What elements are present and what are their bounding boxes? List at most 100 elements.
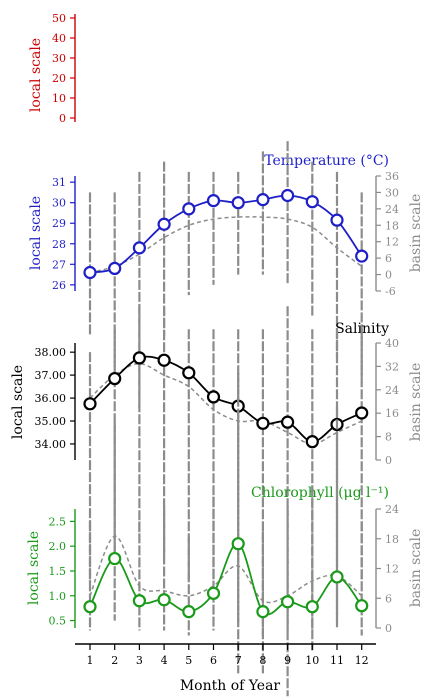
basin-tick-label: 0 (385, 622, 392, 635)
y-tick-label: 10 (52, 92, 66, 105)
x-tick-label: 8 (259, 654, 266, 667)
basin-tick-label: 24 (385, 384, 399, 397)
x-tick-label: 7 (235, 654, 242, 667)
data-point (231, 537, 245, 551)
basin-tick-label: 30 (385, 186, 399, 199)
x-axis-title: Month of Year (180, 678, 281, 694)
y-tick-label: 30 (52, 52, 66, 65)
basin-tick-label: 8 (385, 431, 392, 444)
x-tick-label: 2 (111, 654, 118, 667)
y-tick-label: 36.00 (35, 392, 67, 405)
x-tick-label: 10 (305, 654, 319, 667)
panel-empty: 0 10 20 30 40 50 local scale (28, 12, 76, 125)
basin-tick-label: 6 (385, 252, 392, 265)
data-point (355, 599, 369, 613)
x-tick-label: 12 (355, 654, 369, 667)
data-point (256, 416, 270, 430)
data-point (206, 194, 221, 208)
basin-tick-label: 6 (385, 592, 392, 605)
x-tick-label: 9 (284, 654, 291, 667)
y-tick-label: 28 (52, 238, 66, 251)
x-tick-label: 3 (136, 654, 143, 667)
x-tick-label: 5 (185, 654, 192, 667)
y-tick-label: 31 (52, 176, 66, 189)
y-tick-label: 20 (52, 72, 66, 85)
x-ticks: 1 2 3 4 5 6 7 8 9 10 11 12 (87, 644, 369, 667)
chlorophyll-basin-series (89, 535, 363, 604)
basin-tick-label: 12 (385, 563, 399, 576)
x-tick-label: 1 (87, 654, 94, 667)
data-point (281, 188, 295, 203)
data-point (206, 586, 221, 600)
basin-tick-label: 16 (385, 407, 399, 420)
y-tick-label: 35.00 (35, 415, 67, 428)
temperature-points (83, 188, 369, 280)
chlorophyll-local-series (89, 542, 363, 616)
basin-tick-label: 24 (385, 203, 399, 216)
data-point (157, 593, 171, 607)
empty-local-label: local scale (28, 38, 44, 112)
basin-tick-label: 0 (385, 269, 392, 282)
y-tick-label: 29 (52, 217, 66, 230)
data-point (83, 397, 97, 411)
y-tick-label: 0.5 (49, 615, 67, 628)
data-point (305, 195, 319, 209)
data-point (305, 435, 319, 449)
chlorophyll-y-ticks: 0.5 1.0 1.5 2.0 2.5 (49, 515, 75, 628)
basin-tick-label: 32 (385, 360, 399, 373)
chlorophyll-basin-ranges (88, 372, 363, 636)
temperature-basin-ticks: -6 0 6 12 18 24 30 36 (376, 170, 399, 298)
data-point (182, 605, 196, 619)
data-point (182, 202, 196, 216)
data-point (281, 595, 295, 609)
temperature-local-label: local scale (28, 196, 44, 270)
y-tick-label: 37.00 (35, 369, 67, 382)
data-point (157, 217, 171, 231)
data-point (256, 193, 270, 207)
x-tick-label: 11 (330, 654, 344, 667)
chlorophyll-points (83, 537, 369, 619)
panel-temperature: Temperature (°C) 26 27 28 29 30 31 -6 0 6 12 18 24… (28, 141, 424, 409)
data-point (83, 600, 97, 614)
data-point (132, 351, 146, 365)
y-tick-label: 1.5 (49, 565, 67, 578)
chlorophyll-local-label: local scale (26, 531, 42, 605)
y-tick-label: 2.0 (49, 540, 67, 553)
chlorophyll-basin-ticks: 0 6 12 18 24 (376, 503, 399, 635)
temperature-basin-series (89, 216, 363, 274)
empty-y-ticks: 0 10 20 30 40 50 (52, 12, 75, 125)
y-tick-label: 38.00 (35, 346, 67, 359)
data-point (355, 249, 369, 263)
basin-tick-label: 24 (385, 503, 399, 516)
basin-tick-label: 18 (385, 219, 399, 232)
data-point (305, 600, 319, 614)
data-point (108, 261, 122, 276)
data-point (132, 594, 146, 608)
data-point (83, 265, 97, 280)
data-point (256, 605, 270, 619)
data-point (330, 213, 344, 227)
data-point (157, 353, 171, 367)
temperature-basin-label: basin scale (408, 194, 424, 273)
y-tick-label: 0 (59, 112, 66, 125)
temperature-basin-ranges (88, 141, 363, 409)
basin-tick-label: 18 (385, 533, 399, 546)
data-point (108, 371, 122, 386)
data-point (281, 415, 295, 429)
y-tick-label: 34.00 (35, 438, 67, 451)
salinity-basin-series (89, 362, 363, 445)
y-tick-label: 50 (52, 12, 66, 25)
temperature-y-ticks: 26 27 28 29 30 31 (52, 176, 75, 292)
data-point (355, 406, 369, 420)
salinity-points (83, 351, 369, 449)
data-point (206, 390, 221, 404)
basin-tick-label: -6 (385, 285, 396, 298)
temperature-title: Temperature (°C) (264, 153, 389, 169)
x-tick-label: 4 (161, 654, 168, 667)
salinity-basin-ticks: 0 8 16 24 32 40 (376, 337, 399, 467)
y-tick-label: 2.5 (49, 515, 67, 528)
chlorophyll-title: Chlorophyll (μg l⁻¹) (251, 485, 389, 501)
data-point (182, 366, 196, 380)
basin-tick-label: 40 (385, 337, 399, 350)
y-tick-label: 40 (52, 32, 66, 45)
